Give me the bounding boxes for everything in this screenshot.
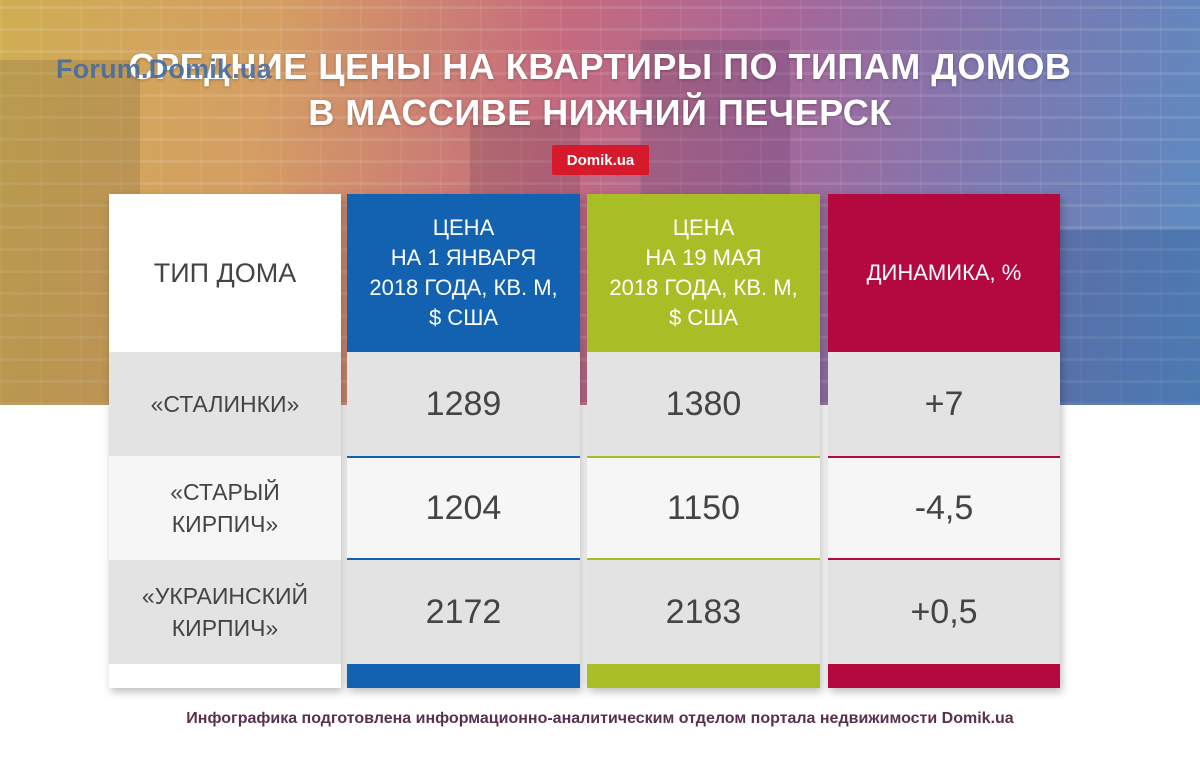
price-jan-cell: 1204 xyxy=(347,456,580,560)
price-may-cell: 2183 xyxy=(587,560,820,664)
row-label: «СТАЛИНКИ» xyxy=(109,352,341,456)
dynamics-cell: +7 xyxy=(828,352,1060,456)
column-price-jan: ЦЕНА НА 1 ЯНВАРЯ 2018 ГОДА, КВ. М, $ США… xyxy=(347,194,580,688)
price-may-cell: 1380 xyxy=(587,352,820,456)
page-title: СРЕДНИЕ ЦЕНЫ НА КВАРТИРЫ ПО ТИПАМ ДОМОВ … xyxy=(0,44,1200,136)
header-price-jan: ЦЕНА НА 1 ЯНВАРЯ 2018 ГОДА, КВ. М, $ США xyxy=(369,215,558,330)
header-house-type: ТИП ДОМА xyxy=(153,258,297,288)
source-badge: Domik.ua xyxy=(552,145,649,175)
column-price-may: ЦЕНА НА 19 МАЯ 2018 ГОДА, КВ. М, $ США 1… xyxy=(587,194,820,688)
price-jan-cell: 1289 xyxy=(347,352,580,456)
price-may-cell: 1150 xyxy=(587,456,820,560)
row-label: «УКРАИНСКИЙ КИРПИЧ» xyxy=(109,560,341,664)
column-house-type: ТИП ДОМА «СТАЛИНКИ» «СТАРЫЙ КИРПИЧ» «УКР… xyxy=(109,194,341,688)
price-jan-cell: 2172 xyxy=(347,560,580,664)
building-right xyxy=(1060,230,1200,405)
title-line-1: СРЕДНИЕ ЦЕНЫ НА КВАРТИРЫ ПО ТИПАМ ДОМОВ xyxy=(128,46,1072,87)
watermark-logo: Forum.Domik.ua xyxy=(56,54,272,84)
title-line-2: В МАССИВЕ НИЖНИЙ ПЕЧЕРСК xyxy=(308,92,892,133)
column-dynamics: ДИНАМИКА, % +7 -4,5 +0,5 xyxy=(828,194,1060,688)
dynamics-cell: +0,5 xyxy=(828,560,1060,664)
footer-credit: Инфографика подготовлена информационно-а… xyxy=(186,710,1014,727)
header-price-may: ЦЕНА НА 19 МАЯ 2018 ГОДА, КВ. М, $ США xyxy=(609,215,798,330)
dynamics-cell: -4,5 xyxy=(828,456,1060,560)
header-dynamics: ДИНАМИКА, % xyxy=(866,260,1022,285)
row-label: «СТАРЫЙ КИРПИЧ» xyxy=(109,456,341,560)
